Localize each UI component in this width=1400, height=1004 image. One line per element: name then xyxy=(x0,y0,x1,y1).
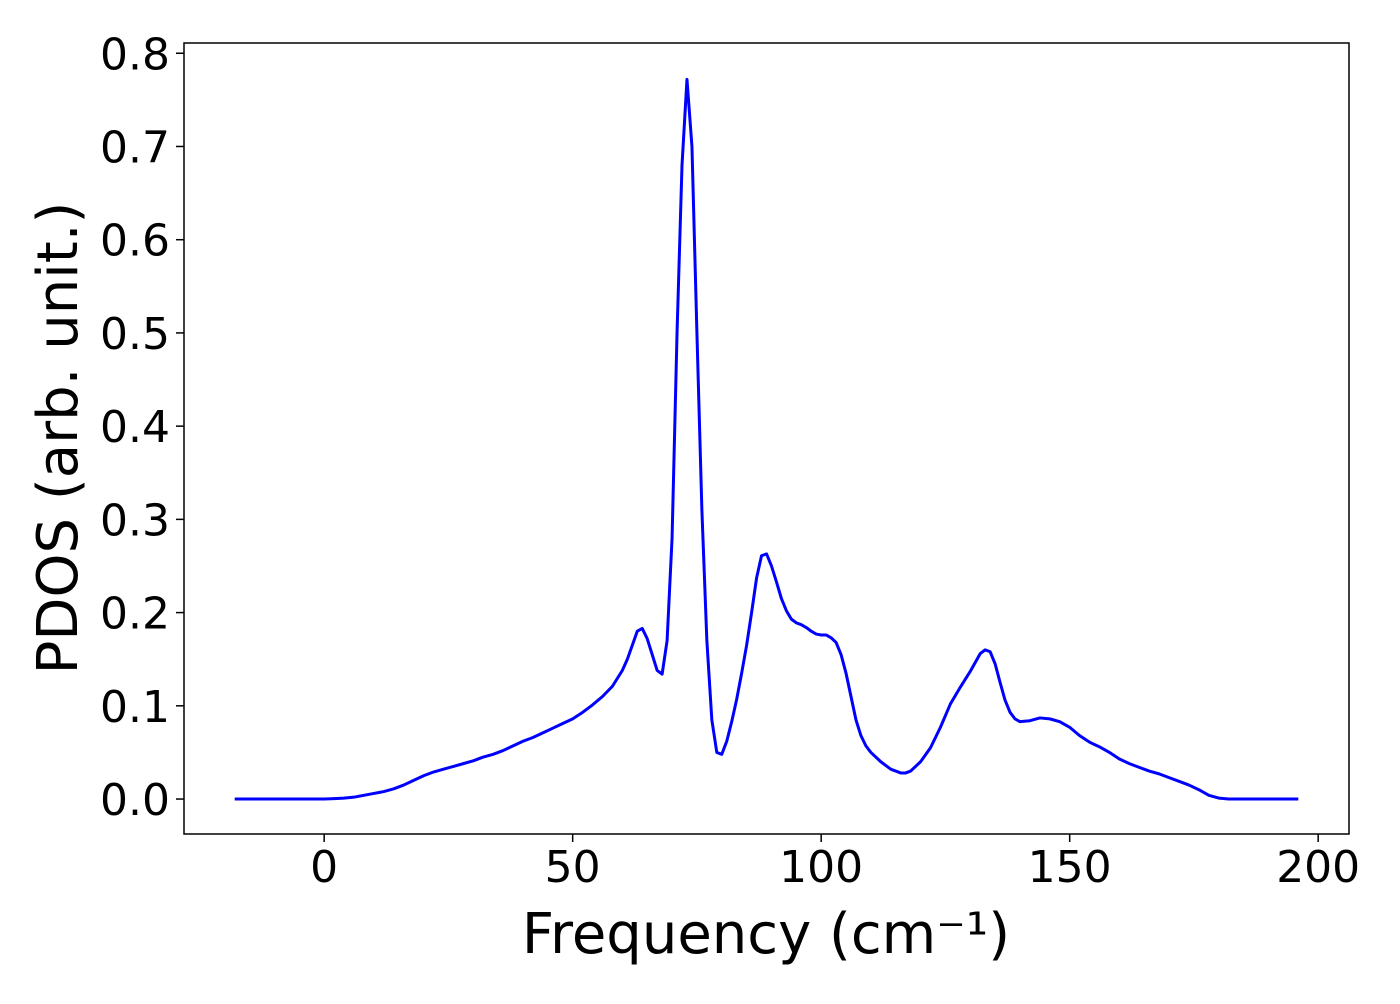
y-tick-label: 0.6 xyxy=(100,216,170,267)
x-tick-label: 50 xyxy=(545,842,601,893)
y-tick-label: 0.0 xyxy=(100,775,170,826)
y-tick-label: 0.4 xyxy=(100,402,170,453)
y-tick-label: 0.8 xyxy=(100,29,170,80)
x-tick-label: 100 xyxy=(779,842,863,893)
plot-frame xyxy=(183,42,1350,835)
y-tick-label: 0.7 xyxy=(100,122,170,173)
x-tick-label: 200 xyxy=(1276,842,1360,893)
x-tick-label: 0 xyxy=(310,842,338,893)
y-tick-label: 0.3 xyxy=(100,495,170,546)
x-axis-label: Frequency (cm⁻¹) xyxy=(522,902,1010,967)
y-tick-label: 0.5 xyxy=(100,309,170,360)
x-tick-label: 150 xyxy=(1028,842,1112,893)
y-tick-label: 0.1 xyxy=(100,682,170,733)
y-tick-label: 0.2 xyxy=(100,589,170,640)
data-line xyxy=(234,77,1299,801)
y-axis-label: PDOS (arb. unit.) xyxy=(26,202,91,675)
